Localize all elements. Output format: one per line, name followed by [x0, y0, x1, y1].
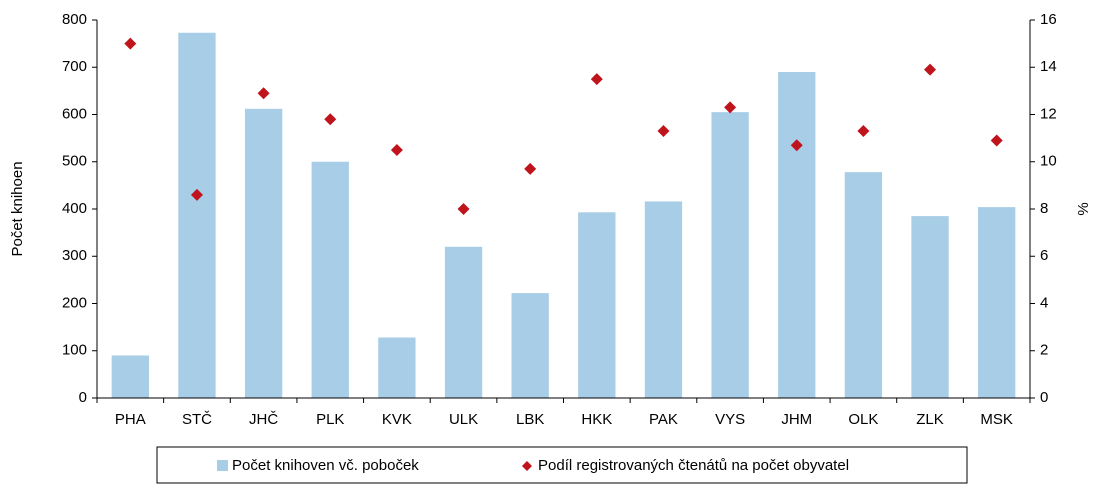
marker	[590, 73, 603, 86]
x-tick-label: KVK	[382, 411, 412, 428]
y2-tick-label: 4	[1040, 294, 1048, 311]
y2-tick-label: 16	[1040, 11, 1057, 28]
y-axis-label: Počet knihoen	[9, 161, 26, 256]
x-tick-label: JHČ	[249, 411, 278, 428]
legend-box	[156, 446, 968, 484]
marker	[324, 113, 337, 126]
x-tick-label: STČ	[182, 411, 212, 428]
bar	[311, 161, 349, 398]
y2-tick-label: 14	[1040, 58, 1057, 75]
x-tick-label: PAK	[649, 411, 678, 428]
marker	[724, 101, 737, 114]
bar	[444, 246, 483, 398]
bar	[111, 355, 149, 398]
legend-swatch	[522, 461, 532, 471]
bar	[378, 337, 416, 398]
bar	[778, 71, 816, 398]
marker	[390, 143, 403, 156]
y-tick-label: 400	[62, 200, 87, 217]
marker	[990, 134, 1003, 147]
marker	[790, 139, 803, 152]
y2-tick-label: 8	[1040, 200, 1048, 217]
y2-tick-label: 6	[1040, 247, 1048, 264]
marker	[257, 87, 270, 100]
bar	[844, 172, 883, 398]
y-tick-label: 0	[79, 389, 87, 406]
marker	[657, 125, 670, 138]
bar	[978, 207, 1016, 398]
x-tick-label: OLK	[848, 411, 878, 428]
x-tick-label: PHA	[115, 411, 146, 428]
marker	[524, 162, 537, 175]
bar	[711, 112, 749, 398]
bar	[178, 32, 216, 398]
x-tick-label: VYS	[715, 411, 745, 428]
y-tick-label: 600	[62, 105, 87, 122]
x-tick-label: ZLK	[916, 411, 944, 428]
y-tick-label: 100	[62, 342, 87, 359]
y-tick-label: 200	[62, 294, 87, 311]
y-tick-label: 700	[62, 58, 87, 75]
y2-tick-label: 10	[1040, 153, 1057, 170]
x-tick-label: HKK	[581, 411, 612, 428]
x-tick-label: LBK	[516, 411, 544, 428]
y2-tick-label: 12	[1040, 105, 1057, 122]
legend-label: Podíl registrovaných čtenátů na počet ob…	[538, 457, 849, 474]
legend-label: Počet knihoven vč. poboček	[232, 457, 419, 474]
x-tick-label: ULK	[449, 411, 478, 428]
marker	[190, 188, 203, 201]
bar	[244, 108, 283, 398]
y-tick-label: 500	[62, 153, 87, 170]
marker	[457, 203, 470, 215]
y2-axis-label: %	[1075, 202, 1092, 215]
y2-tick-label: 0	[1040, 389, 1048, 406]
marker	[124, 37, 137, 50]
marker	[857, 125, 870, 138]
bar	[644, 201, 683, 398]
bar	[578, 212, 616, 398]
marker	[924, 63, 937, 76]
y-tick-label: 300	[62, 247, 87, 264]
bar	[511, 293, 549, 398]
x-tick-label: MSK	[980, 411, 1013, 428]
y-tick-label: 800	[62, 11, 87, 28]
legend-swatch	[217, 460, 228, 471]
bar	[911, 216, 949, 398]
y2-tick-label: 2	[1040, 342, 1048, 359]
x-tick-label: PLK	[316, 411, 344, 428]
x-tick-label: JHM	[781, 411, 812, 428]
